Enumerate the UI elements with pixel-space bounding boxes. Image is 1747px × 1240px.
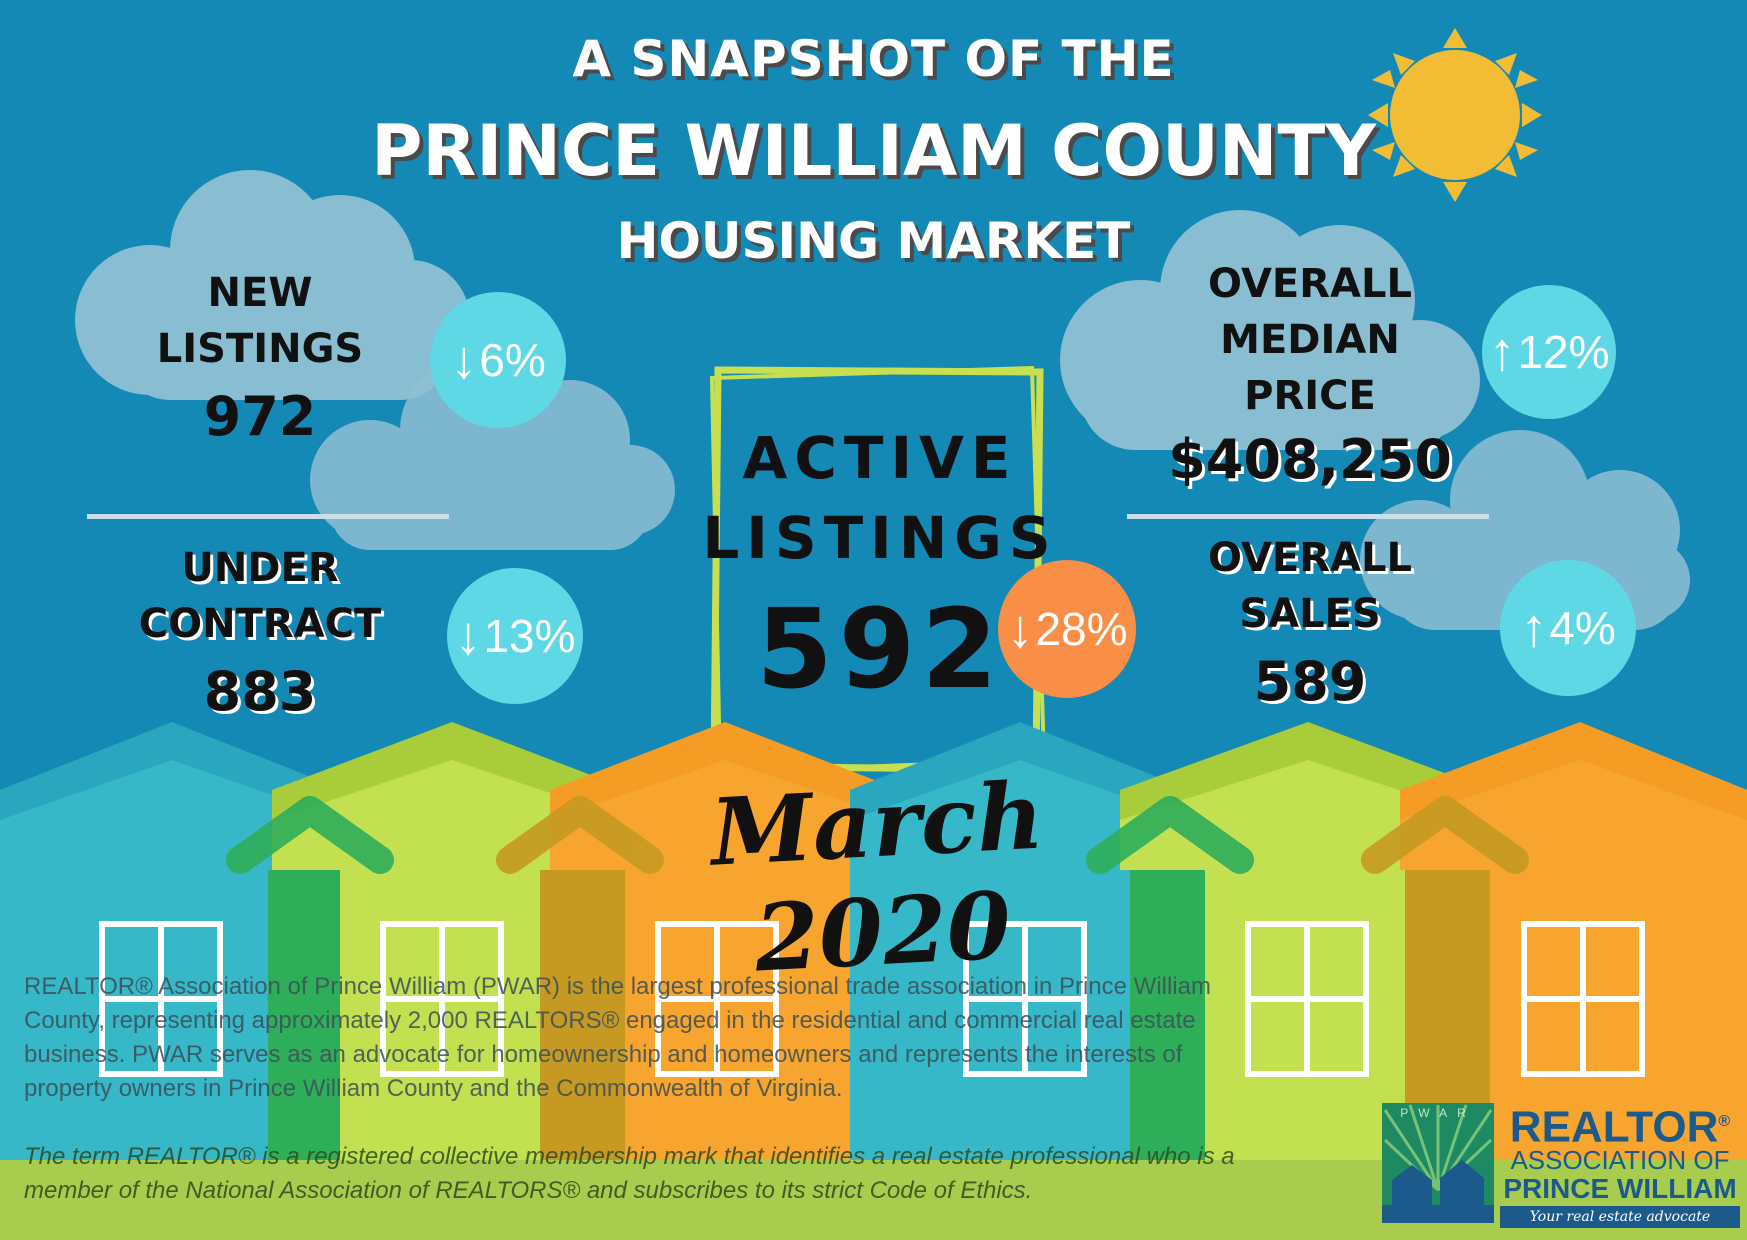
active-listings-value: 592 — [756, 585, 1004, 713]
arrow-down-icon: ↓ — [1006, 599, 1034, 659]
cloud-icon — [75, 170, 470, 400]
new-listings-change-badge: ↓ 6% — [430, 292, 566, 428]
header-county-title: PRINCE WILLIAM COUNTY — [371, 110, 1376, 192]
arrow-down-icon: ↓ — [450, 330, 478, 390]
window-icon — [99, 921, 223, 1077]
under-contract-value: 883 — [203, 660, 317, 723]
trademark-note: The term REALTOR® is a registered collec… — [24, 1143, 1235, 1204]
header-line-1: A SNAPSHOT OF THE — [572, 30, 1175, 88]
under-contract-label-line1: UNDER — [181, 545, 339, 591]
overall-sales-label-line1: OVERALL — [1208, 535, 1412, 581]
median-price-label-line1: OVERALL — [1208, 261, 1412, 307]
median-price-label-line3: PRICE — [1244, 373, 1376, 419]
overall-sales-change: 4% — [1549, 602, 1616, 654]
active-listings-label-line2: LISTINGS — [702, 504, 1058, 572]
under-contract-label-line2: CONTRACT — [138, 601, 382, 647]
overall-sales-label-line2: SALES — [1239, 591, 1381, 637]
median-price-label: OVERALL MEDIAN PRICE — [1160, 256, 1460, 424]
active-listings-change-badge: ↓ 28% — [998, 560, 1136, 698]
logo-line-2: ASSOCIATION OF — [1510, 1145, 1730, 1175]
cloud-icon — [1360, 430, 1690, 630]
about-paragraph: REALTOR® Association of Prince William (… — [24, 973, 1211, 1102]
overall-sales-change-badge: ↑ 4% — [1500, 560, 1636, 696]
overall-sales-label: OVERALL SALES — [1160, 530, 1460, 642]
logo-tagline: Your real estate advocate — [1500, 1206, 1740, 1228]
new-listings-value: 972 — [203, 385, 317, 448]
active-listings-label: ACTIVE LISTINGS — [700, 418, 1060, 578]
logo-mark-text: PWAR — [1400, 1106, 1476, 1120]
arrow-down-icon: ↓ — [454, 606, 482, 666]
pwar-logo-mark — [1382, 1103, 1494, 1223]
window-icon — [380, 921, 504, 1077]
header-line-3: HOUSING MARKET — [616, 212, 1131, 270]
right-divider — [1127, 514, 1489, 519]
arrow-up-icon: ↑ — [1488, 322, 1516, 382]
sun-icon — [1368, 28, 1542, 202]
under-contract-label: UNDER CONTRACT — [110, 540, 410, 652]
overall-sales-value: 589 — [1253, 650, 1367, 713]
new-listings-label: NEW LISTINGS — [110, 265, 410, 377]
under-contract-change: 13% — [483, 610, 576, 662]
left-divider — [87, 514, 449, 519]
cloud-icon — [1060, 210, 1480, 450]
logo-line-1: REALTOR® — [1500, 1098, 1740, 1152]
logo-line-3: PRINCE WILLIAM — [1503, 1173, 1737, 1204]
median-price-change: 12% — [1517, 326, 1610, 378]
logo-realtor: REALTOR — [1509, 1102, 1719, 1152]
new-listings-label-line2: LISTINGS — [156, 326, 364, 372]
window-icon — [655, 921, 779, 1077]
median-price-value: $408,250 — [1168, 428, 1452, 491]
arrow-up-icon: ↑ — [1520, 598, 1548, 658]
active-listings-label-line1: ACTIVE — [742, 424, 1018, 492]
new-listings-label-line1: NEW — [207, 270, 313, 316]
window-icon — [1521, 921, 1645, 1077]
report-period: March 2020 — [708, 761, 1047, 993]
active-listings-change: 28% — [1035, 603, 1128, 655]
logo-registered-mark: ® — [1718, 1113, 1731, 1130]
new-listings-change: 6% — [479, 334, 546, 386]
median-price-label-line2: MEDIAN — [1220, 317, 1400, 363]
median-price-change-badge: ↑ 12% — [1482, 285, 1616, 419]
window-icon — [963, 921, 1087, 1077]
under-contract-change-badge: ↓ 13% — [447, 568, 583, 704]
window-icon — [1245, 921, 1369, 1077]
